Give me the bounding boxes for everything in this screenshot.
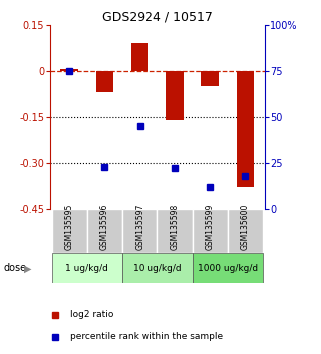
Bar xyxy=(237,71,254,187)
Bar xyxy=(60,69,78,71)
Text: GSM135595: GSM135595 xyxy=(65,203,74,250)
Text: GSM135596: GSM135596 xyxy=(100,203,109,250)
Text: dose: dose xyxy=(3,263,26,273)
Bar xyxy=(96,71,113,92)
Bar xyxy=(122,209,157,253)
Title: GDS2924 / 10517: GDS2924 / 10517 xyxy=(102,11,213,24)
Bar xyxy=(193,209,228,253)
Text: log2 ratio: log2 ratio xyxy=(70,310,114,319)
Text: GSM135598: GSM135598 xyxy=(170,203,179,250)
Bar xyxy=(193,253,263,283)
Text: 1 ug/kg/d: 1 ug/kg/d xyxy=(65,264,108,273)
Bar xyxy=(166,71,184,120)
Text: GSM135599: GSM135599 xyxy=(206,203,215,250)
Bar xyxy=(51,253,122,283)
Bar xyxy=(51,209,87,253)
Text: 1000 ug/kg/d: 1000 ug/kg/d xyxy=(198,264,258,273)
Text: 10 ug/kg/d: 10 ug/kg/d xyxy=(133,264,182,273)
Bar xyxy=(122,253,193,283)
Text: GSM135597: GSM135597 xyxy=(135,203,144,250)
Bar xyxy=(201,71,219,86)
Bar xyxy=(228,209,263,253)
Text: GSM135600: GSM135600 xyxy=(241,203,250,250)
Bar xyxy=(87,209,122,253)
Bar xyxy=(157,209,193,253)
Bar xyxy=(131,43,149,71)
Text: percentile rank within the sample: percentile rank within the sample xyxy=(70,332,223,341)
Text: ▶: ▶ xyxy=(23,263,31,273)
